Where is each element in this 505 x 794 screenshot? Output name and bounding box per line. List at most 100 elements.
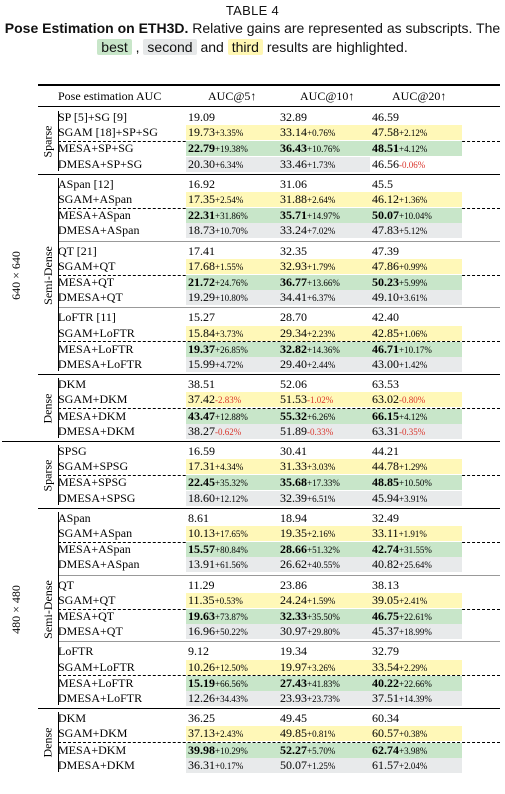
table-row: MESA+LoFTR 15.19+66.56% 27.43+41.83% 40.22+… bbox=[58, 675, 500, 691]
auc-cell: 33.24+7.02% bbox=[278, 223, 370, 239]
relative-gain: +18.99% bbox=[399, 627, 432, 638]
highlight-best bbox=[370, 742, 462, 758]
highlight-second bbox=[370, 557, 462, 573]
auc-value: 32.93 bbox=[280, 258, 307, 273]
relative-gain: +4.12% bbox=[399, 411, 428, 422]
highlight-best bbox=[370, 208, 462, 224]
method-name: ASpan bbox=[58, 510, 91, 525]
category-rule bbox=[38, 708, 500, 710]
auc-cell: 36.25 bbox=[188, 711, 215, 726]
relative-gain: +3.73% bbox=[215, 328, 244, 339]
auc-cell: 50.23+5.99% bbox=[370, 275, 462, 290]
highlight-third bbox=[186, 192, 278, 207]
auc-cell: 19.37+26.85% bbox=[186, 341, 278, 357]
highlight-best bbox=[186, 609, 278, 624]
resolution-rule bbox=[2, 441, 500, 442]
category-label: Semi-Dense bbox=[40, 579, 55, 639]
relative-gain: +26.85% bbox=[215, 344, 248, 355]
relative-gain: +1.06% bbox=[399, 328, 428, 339]
relative-gain: +2.54% bbox=[215, 195, 244, 205]
highlight-second bbox=[370, 290, 462, 306]
auc-value: 16.92 bbox=[188, 176, 215, 191]
auc-cell: 32.39+6.51% bbox=[278, 490, 370, 506]
method-name: DMESA+SPSG bbox=[58, 490, 136, 505]
relative-gain: +31.55% bbox=[399, 545, 432, 556]
auc-value: 42.40 bbox=[372, 310, 399, 325]
relative-gain: +3.03% bbox=[307, 462, 336, 473]
auc-value: 49.85 bbox=[280, 726, 307, 741]
auc-cell: 15.27 bbox=[188, 310, 215, 325]
highlight-second bbox=[278, 290, 370, 306]
auc-value: 33.14 bbox=[280, 125, 307, 140]
auc-cell: 20.30+6.34% bbox=[186, 156, 278, 172]
table-row: ASpan 8.61 18.94 32.49 bbox=[58, 511, 500, 526]
auc-value: 29.34 bbox=[280, 325, 307, 340]
auc-value: 47.83 bbox=[372, 223, 399, 238]
auc-value: 18.60 bbox=[188, 490, 215, 505]
highlight-best bbox=[186, 208, 278, 224]
table-row: DMESA+LoFTR 15.99+4.72% 29.40+2.44% 43.00+1… bbox=[58, 357, 500, 372]
method-name: SGAM+DKM bbox=[58, 392, 128, 407]
relative-gain: +14.97% bbox=[307, 211, 340, 222]
auc-value: 45.5 bbox=[372, 176, 393, 191]
highlight-best bbox=[370, 609, 462, 624]
highlight-second bbox=[370, 757, 462, 773]
highlight-second bbox=[370, 691, 462, 706]
auc-cell: 62.74+3.98% bbox=[370, 742, 462, 758]
relative-gain: +12.88% bbox=[215, 411, 248, 422]
auc-cell: 22.79+19.38% bbox=[186, 141, 278, 157]
auc-cell: 13.91+61.56% bbox=[186, 557, 278, 573]
caption-text: Pose Estimation on ETH3D. Relative gains… bbox=[4, 20, 501, 55]
auc-value: 32.79 bbox=[372, 644, 399, 659]
auc-value: 52.27 bbox=[280, 742, 307, 757]
auc-value: 48.51 bbox=[372, 141, 399, 156]
highlight-third bbox=[186, 125, 278, 141]
method-name: MESA+DKM bbox=[58, 742, 127, 757]
auc-value: 38.51 bbox=[188, 377, 215, 392]
method-name: QT [21] bbox=[58, 243, 97, 258]
auc-value: 22.79 bbox=[188, 141, 215, 156]
auc-value: 42.85 bbox=[372, 325, 399, 340]
relative-gain: +1.55% bbox=[215, 261, 244, 272]
auc-value: 10.26 bbox=[188, 659, 215, 674]
auc-cell: 22.31+31.86% bbox=[186, 208, 278, 224]
relative-gain: +2.29% bbox=[399, 662, 428, 673]
relative-gain: +61.56% bbox=[215, 560, 248, 571]
auc-cell: 45.5 bbox=[372, 177, 393, 192]
auc-cell: 23.93+23.73% bbox=[278, 691, 370, 706]
relative-gain: +10.76% bbox=[307, 144, 340, 155]
auc-cell: 21.72+24.76% bbox=[186, 275, 278, 290]
auc-value: 39.98 bbox=[188, 742, 215, 757]
method-name: DMESA+QT bbox=[58, 624, 123, 639]
table-row: MESA+LoFTR 19.37+26.85% 32.82+14.36% 46.71+… bbox=[58, 341, 500, 357]
highlight-third bbox=[370, 125, 462, 141]
auc-value: 46.71 bbox=[372, 341, 399, 356]
relative-gain: +34.43% bbox=[215, 694, 248, 704]
relative-gain: +12.12% bbox=[215, 493, 248, 504]
auc-cell: 31.88+2.64% bbox=[278, 192, 370, 207]
auc-cell: 12.26+34.43% bbox=[186, 691, 278, 706]
highlight-best bbox=[278, 675, 370, 691]
auc-cell: 19.34 bbox=[280, 644, 307, 659]
auc-cell: 22.45+35.32% bbox=[186, 475, 278, 491]
highlight-third bbox=[370, 592, 462, 608]
method-name: DMESA+DKM bbox=[58, 423, 135, 438]
auc-cell: 15.99+4.72% bbox=[186, 357, 278, 372]
auc-value: 63.31 bbox=[372, 423, 399, 438]
auc-value: 31.33 bbox=[280, 459, 307, 474]
relative-gain: +0.17% bbox=[215, 760, 244, 771]
auc-value: 19.37 bbox=[188, 341, 215, 356]
table-row: SGAM+LoFTR 15.84+3.73% 29.34+2.23% 42.85+1.… bbox=[58, 325, 500, 341]
auc-value: 15.27 bbox=[188, 310, 215, 325]
relative-gain: +10.04% bbox=[399, 211, 432, 222]
relative-gain: +14.39% bbox=[399, 694, 432, 704]
auc-value: 22.45 bbox=[188, 475, 215, 490]
auc-cell: 36.77+13.66% bbox=[278, 275, 370, 290]
relative-gain: +17.33% bbox=[307, 478, 340, 489]
method-name: DMESA+ASpan bbox=[58, 557, 140, 572]
method-name: SGAM+SPSG bbox=[58, 459, 129, 474]
method-name: MESA+QT bbox=[58, 275, 115, 289]
auc-value: 60.57 bbox=[372, 726, 399, 741]
auc-cell: 46.75+22.61% bbox=[370, 609, 462, 624]
relative-gain: +29.80% bbox=[307, 627, 340, 638]
